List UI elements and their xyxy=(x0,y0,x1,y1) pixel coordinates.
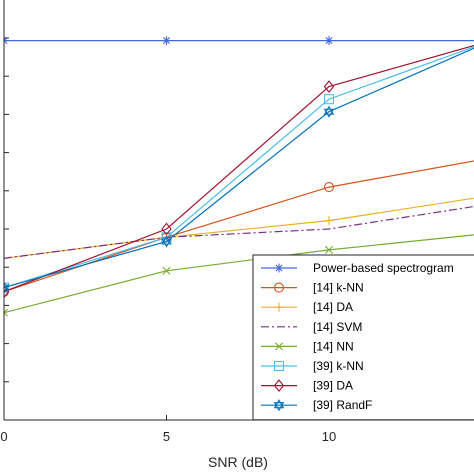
legend-marker xyxy=(273,402,285,412)
series-line xyxy=(4,234,474,314)
legend-entry: [14] k-NN xyxy=(261,281,364,295)
series-0 xyxy=(4,36,474,46)
legend-label: [14] k-NN xyxy=(313,281,364,295)
legend-marker xyxy=(273,379,285,392)
series-layer xyxy=(4,36,474,317)
x-tick-label: 0 xyxy=(0,429,7,444)
legend-marker xyxy=(273,360,285,372)
data-point xyxy=(324,36,334,46)
data-point xyxy=(161,235,172,245)
series-7 xyxy=(4,47,474,294)
series-line xyxy=(4,46,474,289)
data-point xyxy=(162,36,171,46)
data-point xyxy=(323,80,335,94)
x-tick-label: 10 xyxy=(322,429,336,444)
x-axis-label: SNR (dB) xyxy=(208,454,268,470)
legend-label: [39] k-NN xyxy=(313,359,364,373)
x-tick-label: 5 xyxy=(163,429,170,444)
series-line xyxy=(4,205,474,259)
data-point xyxy=(325,245,333,254)
legend-marker xyxy=(274,302,284,312)
legend-entry: [14] SVM xyxy=(261,320,362,334)
series-line xyxy=(4,44,474,293)
legend-label: [39] RandF xyxy=(313,398,372,412)
data-point xyxy=(4,281,10,291)
data-point xyxy=(4,308,8,317)
axes-layer: 0 5 10 xyxy=(0,0,474,444)
data-point xyxy=(323,182,335,193)
legend-label: [14] DA xyxy=(313,300,353,314)
legend-label: [14] SVM xyxy=(313,320,362,334)
legend-label: [39] DA xyxy=(313,379,353,393)
series-4 xyxy=(4,234,474,317)
legend-label: [14] NN xyxy=(313,339,354,353)
series-line xyxy=(4,47,474,289)
series-5 xyxy=(4,46,474,293)
data-point xyxy=(4,282,10,293)
legend-entry: [39] RandF xyxy=(261,398,372,412)
data-point xyxy=(323,94,335,105)
legend-box xyxy=(252,254,474,421)
data-point xyxy=(161,222,172,236)
data-point xyxy=(162,266,171,275)
legend-entry: Power-based spectrogram xyxy=(261,261,454,275)
data-point xyxy=(323,105,335,115)
legend-entry: [39] DA xyxy=(261,379,353,393)
data-point xyxy=(4,284,10,294)
legend-entry: [14] NN xyxy=(261,339,354,353)
legend-entry: [14] DA xyxy=(261,300,353,314)
data-point xyxy=(323,108,335,118)
legend-marker xyxy=(273,282,285,293)
legend-label: Power-based spectrogram xyxy=(313,261,454,275)
legend-marker xyxy=(273,399,285,409)
series-2 xyxy=(4,197,474,263)
data-point xyxy=(161,238,172,248)
legend-entry: [39] k-NN xyxy=(261,359,364,373)
series-3 xyxy=(4,205,474,259)
data-point xyxy=(324,216,334,226)
legend-marker xyxy=(274,263,284,273)
legend: Power-based spectrogram [14] k-NN [14] DA [… xyxy=(252,254,474,421)
legend-marker xyxy=(275,342,283,351)
